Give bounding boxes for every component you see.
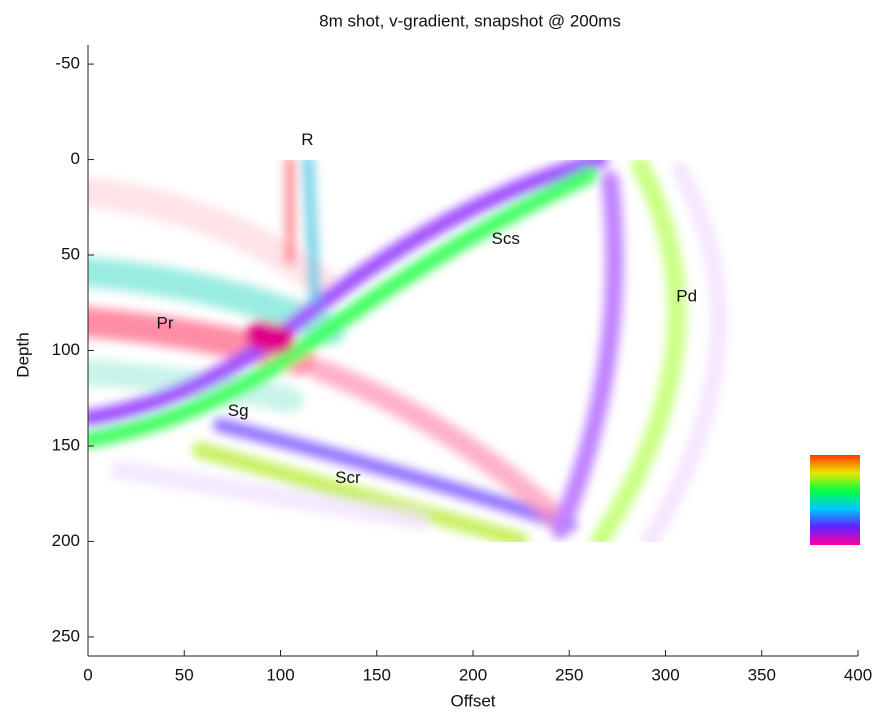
annotation: R xyxy=(301,130,313,149)
annotation: Scs xyxy=(492,229,520,248)
annotation: Sg xyxy=(228,401,249,420)
y-tick-label: 150 xyxy=(52,435,80,454)
x-axis-label: Offset xyxy=(450,691,495,710)
y-tick-label: 0 xyxy=(71,149,80,168)
chart-title: 8m shot, v-gradient, snapshot @ 200ms xyxy=(319,11,621,30)
y-tick-label: -50 xyxy=(55,54,80,73)
y-axis-label: Depth xyxy=(13,332,32,377)
x-tick-label: 50 xyxy=(175,665,194,684)
x-tick-label: 250 xyxy=(555,665,583,684)
x-tick-label: 150 xyxy=(363,665,391,684)
x-tick-label: 0 xyxy=(83,665,92,684)
colorbar xyxy=(810,455,860,545)
x-tick-label: 100 xyxy=(266,665,294,684)
x-tick-label: 400 xyxy=(844,665,872,684)
y-tick-label: 250 xyxy=(52,626,80,645)
x-tick-label: 200 xyxy=(459,665,487,684)
annotation: Scr xyxy=(335,468,361,487)
y-tick-label: 100 xyxy=(52,340,80,359)
annotation: Pd xyxy=(676,287,697,306)
y-tick-label: 50 xyxy=(61,245,80,264)
wavefield xyxy=(88,160,727,542)
x-tick-label: 300 xyxy=(651,665,679,684)
y-tick-label: 200 xyxy=(52,531,80,550)
annotation: Pr xyxy=(157,313,174,332)
x-tick-label: 350 xyxy=(748,665,776,684)
